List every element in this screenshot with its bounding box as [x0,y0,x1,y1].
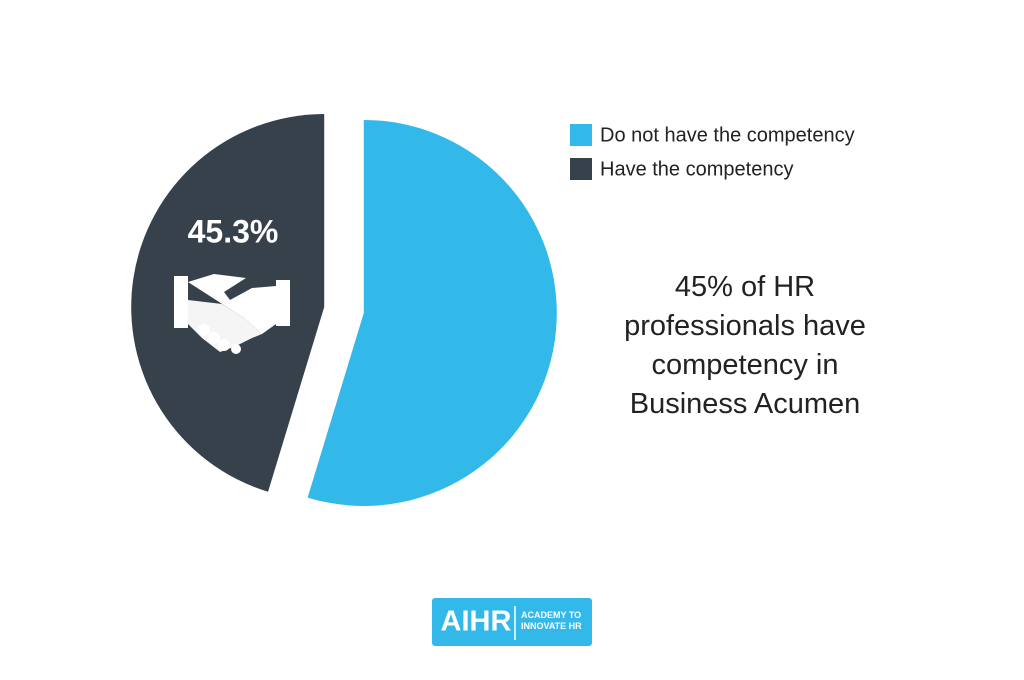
logo-name: AIHR [441,606,512,638]
legend-swatch [570,124,592,146]
logo-tagline: ACADEMY TO INNOVATE HR [521,610,582,631]
logo-box [432,598,592,646]
logo-tagline-box: ACADEMY TO INNOVATE HR [521,610,582,631]
pie-slice [307,119,557,506]
legend: Do not have the competency Have the compe… [570,124,855,180]
legend-label: Do not have the competency [600,124,855,146]
annotation: 45% of HR professionals have competency … [624,271,866,420]
annotation-box: 45% of HR professionals have competency … [624,271,866,420]
data-label: 45.3% [188,213,279,249]
legend-swatch [570,158,592,180]
handshake-icon [174,274,290,354]
data-labels: 45.3% [188,213,279,249]
logo: AIHR ACADEMY TO INNOVATE HR [432,598,592,646]
pie [131,114,557,506]
legend-label: Have the competency [600,158,793,180]
